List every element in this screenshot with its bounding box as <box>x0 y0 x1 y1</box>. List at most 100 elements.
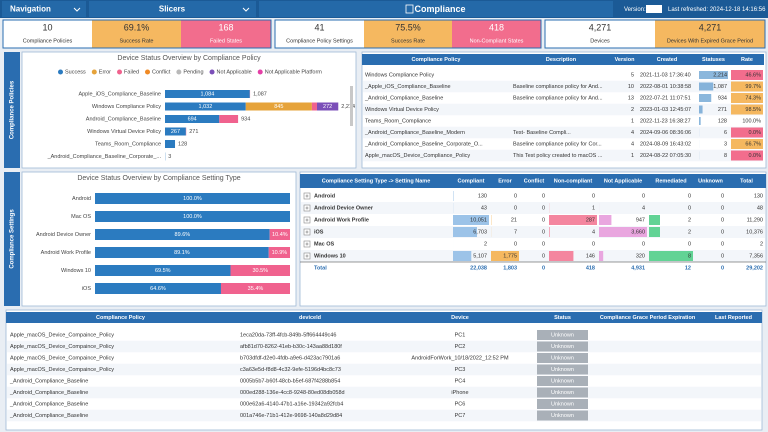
kpi-card <box>275 20 364 48</box>
table-cell: 2 <box>760 241 763 247</box>
slicers-label: Slicers <box>159 5 186 14</box>
data-label: 267 <box>171 129 180 135</box>
table-cell: 1 <box>631 118 634 124</box>
status-label: Unknown <box>551 332 574 338</box>
data-label: 10.4% <box>272 232 288 238</box>
table-cell: 0 <box>721 193 724 199</box>
table-cell: 2022-08-01 10:38:58 <box>640 84 691 90</box>
column-header: Rate <box>741 57 753 63</box>
table-cell: 2024-09-06 08:36:06 <box>640 130 691 136</box>
total-label: 1,087 <box>253 91 267 97</box>
table-cell: 22,038 <box>470 265 487 271</box>
panel <box>299 171 767 307</box>
table-cell: 2022-11-23 16:38:27 <box>640 118 691 124</box>
data-bar <box>491 251 519 261</box>
table-cell: 8 <box>724 153 727 159</box>
legend-swatch <box>209 69 215 75</box>
status-label: Unknown <box>551 413 574 419</box>
kpi-card <box>181 20 271 48</box>
column-header: Remediated <box>655 178 686 184</box>
table-cell: Mac OS <box>314 241 335 247</box>
expand-icon-plus <box>305 218 309 222</box>
table-cell: 0 <box>721 241 724 247</box>
column-header: Compliance Policy <box>412 57 462 63</box>
slicers-button[interactable] <box>89 1 256 17</box>
table-cell: 11,290 <box>747 217 763 223</box>
table-cell: _Android_Compliance_Baseline <box>364 95 443 101</box>
data-bar <box>699 117 701 125</box>
status-badge <box>537 341 588 352</box>
table-cell: 6 <box>724 130 727 136</box>
row-stripe <box>7 409 761 422</box>
bar-segment <box>165 140 176 148</box>
data-label: 10.9% <box>272 250 288 256</box>
bar-segment <box>95 229 270 240</box>
data-label: 89.1% <box>174 250 190 256</box>
legend-label: Not Applicable Platform <box>265 69 323 75</box>
kpi-card <box>545 20 655 48</box>
table-cell: 66.7% <box>745 141 761 147</box>
table-cell: _Android_Compliance_Baseline <box>9 401 88 407</box>
total-label: 271 <box>189 129 198 135</box>
table-cell: 947 <box>636 217 645 223</box>
data-bar <box>599 215 612 225</box>
expand-icon-plus <box>305 242 309 246</box>
table-header <box>300 174 766 188</box>
last-refreshed: Last refreshed: 2024-12-18 14:16:56 <box>668 7 766 13</box>
table-header <box>362 54 764 65</box>
column-header: Compliant <box>458 178 485 184</box>
kpi-label: Devices <box>590 38 610 44</box>
column-header: Status <box>554 315 571 321</box>
data-bar <box>599 251 604 261</box>
data-bar <box>453 215 489 225</box>
table-cell: 0 <box>514 205 517 211</box>
table-cell: 6,703 <box>473 229 487 235</box>
rate-cell <box>731 127 763 138</box>
data-label: 128 <box>178 141 187 147</box>
table-cell: 2 <box>688 229 691 235</box>
table-cell: 128 <box>718 118 727 124</box>
navigation-button[interactable] <box>2 1 86 17</box>
row-stripe <box>363 103 763 116</box>
bar-segment <box>268 247 290 258</box>
category-label: iOS <box>82 286 92 292</box>
table-cell: _Android_Compliance_Baseline_Modern <box>364 130 465 136</box>
column-header: Description <box>546 57 577 63</box>
category-label: Android <box>72 196 91 202</box>
category-label: Windows 10 <box>61 268 91 274</box>
section-label: Compliance Settings <box>10 209 16 269</box>
data-label: 1,032 <box>198 104 212 110</box>
table-cell: 0 <box>688 193 691 199</box>
column-header: Error <box>498 178 512 184</box>
data-bar <box>699 105 703 114</box>
table-cell: 13 <box>628 95 634 101</box>
page-title: Compliance <box>414 4 465 14</box>
column-header: Unknown <box>698 178 723 184</box>
kpi-card <box>655 20 765 48</box>
expand-icon-plus <box>305 230 309 234</box>
table-cell: AndroidForWork_10/18/2022_12:52 PM <box>411 355 509 361</box>
table-cell: 46.6% <box>745 72 761 78</box>
data-bar <box>599 227 647 237</box>
table-cell: _Android_Compliance_Baseline <box>9 390 88 396</box>
table-cell: iOS <box>314 229 324 235</box>
column-header: Statuses <box>702 57 725 63</box>
table-cell: Baseline compliance policy for Cor... <box>513 141 602 147</box>
rate-cell <box>731 139 763 149</box>
kpi-group-border <box>274 19 542 49</box>
legend-swatch <box>58 69 63 75</box>
table-cell: 99.7% <box>745 84 761 90</box>
table-cell: 10,376 <box>746 229 763 235</box>
column-header: Compliance Policy <box>96 315 146 321</box>
category-label: Apple_iOS_Compliance_Baseline <box>78 91 161 97</box>
legend-label: Error <box>99 69 111 75</box>
table-cell: PC2 <box>455 344 466 350</box>
column-header: Version <box>615 57 636 63</box>
table-cell: PC4 <box>455 378 466 384</box>
kpi-value: 4,271 <box>699 22 722 32</box>
kpi-value: 418 <box>489 22 504 32</box>
status-label: Unknown <box>551 378 574 384</box>
table-cell: Apple_macOS_Device_Compaince_Policy <box>10 344 114 350</box>
kpi-value: 69.1% <box>124 22 150 32</box>
data-bar <box>699 82 714 91</box>
